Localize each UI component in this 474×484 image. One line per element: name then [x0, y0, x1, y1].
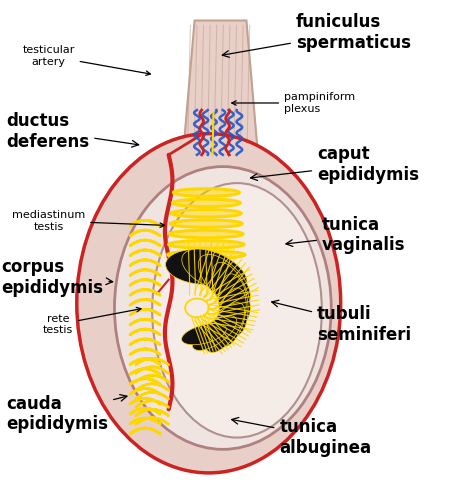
Ellipse shape	[212, 262, 250, 322]
Ellipse shape	[216, 288, 246, 347]
Ellipse shape	[168, 252, 245, 258]
Text: corpus
epididymis: corpus epididymis	[1, 258, 113, 297]
Ellipse shape	[182, 323, 226, 345]
Ellipse shape	[219, 274, 248, 336]
Ellipse shape	[170, 231, 243, 237]
Ellipse shape	[192, 316, 237, 350]
Text: cauda
epididymis: cauda epididymis	[6, 394, 127, 433]
Text: pampiniform
plexus: pampiniform plexus	[232, 92, 355, 114]
Ellipse shape	[182, 249, 247, 292]
Text: ductus
deferens: ductus deferens	[6, 112, 138, 151]
Ellipse shape	[171, 221, 242, 227]
Ellipse shape	[199, 255, 250, 306]
Text: rete
testis: rete testis	[43, 307, 141, 335]
PathPatch shape	[183, 20, 258, 157]
Ellipse shape	[172, 210, 241, 216]
Text: funiculus
spermaticus: funiculus spermaticus	[222, 13, 411, 57]
Ellipse shape	[152, 183, 322, 438]
Ellipse shape	[205, 302, 245, 352]
Ellipse shape	[173, 189, 239, 196]
Ellipse shape	[77, 134, 341, 473]
Ellipse shape	[115, 166, 331, 449]
Ellipse shape	[169, 242, 244, 247]
Ellipse shape	[173, 200, 240, 206]
Text: tunica
vaginalis: tunica vaginalis	[286, 215, 405, 254]
Text: tunica
albuginea: tunica albuginea	[232, 418, 372, 457]
Text: testicular
artery: testicular artery	[22, 45, 150, 76]
Ellipse shape	[165, 249, 236, 285]
Text: tubuli
seminiferi: tubuli seminiferi	[272, 300, 411, 344]
Text: mediastinum
testis: mediastinum testis	[12, 210, 164, 232]
Text: caput
epididymis: caput epididymis	[251, 145, 419, 183]
